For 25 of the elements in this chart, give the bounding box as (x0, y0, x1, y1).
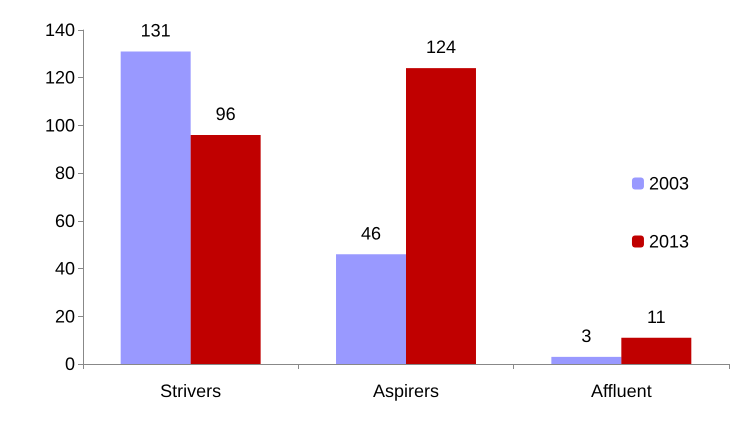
y-tick-label: 120 (44, 68, 75, 88)
y-tick-label: 20 (54, 306, 75, 326)
data-label: 11 (646, 306, 666, 327)
data-label: 46 (360, 223, 382, 244)
x-tick-label: Affluent (590, 381, 652, 401)
y-tick-label: 80 (54, 163, 75, 184)
data-label: 124 (426, 37, 456, 58)
legend-label: 2003 (648, 174, 690, 194)
y-tick-label: 40 (54, 258, 75, 279)
data-label: 3 (581, 326, 592, 346)
bar (120, 51, 191, 364)
y-tick-label: 100 (44, 115, 75, 136)
x-tick-label: Aspirers (372, 381, 440, 401)
x-tick-label: Strivers (160, 381, 222, 401)
bar (551, 356, 622, 364)
y-tick-label: 0 (64, 354, 75, 374)
bar (621, 338, 692, 364)
y-tick-label: 60 (54, 210, 75, 231)
legend-label: 2013 (648, 232, 690, 252)
bar (190, 134, 261, 364)
data-label: 131 (140, 20, 171, 40)
bar (406, 68, 476, 364)
y-tick-label: 140 (44, 20, 75, 40)
data-label: 96 (216, 104, 236, 124)
bar (336, 254, 406, 364)
